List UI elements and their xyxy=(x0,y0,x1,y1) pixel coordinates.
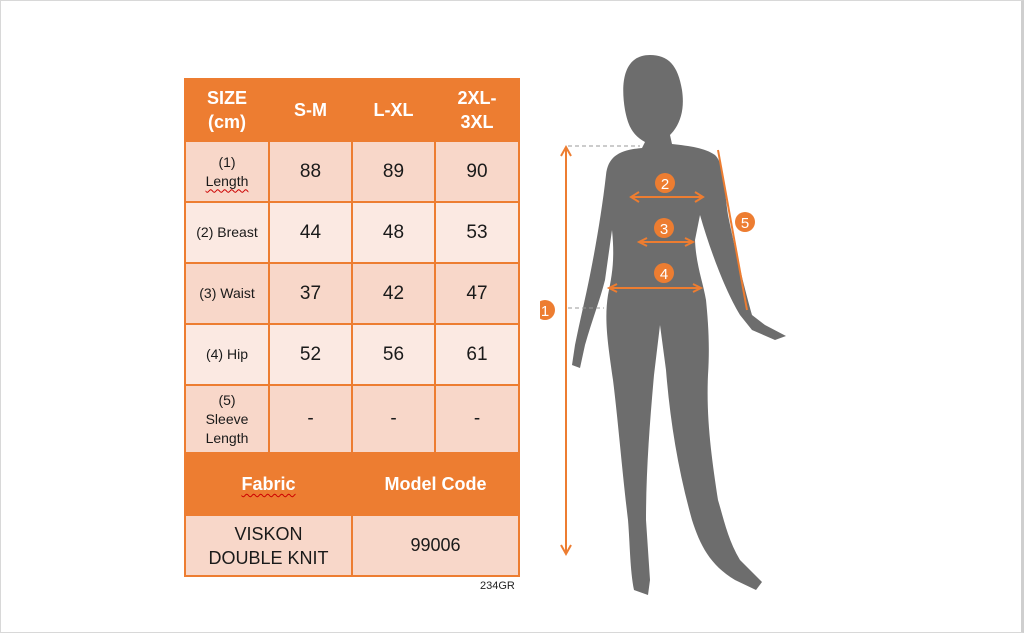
guide-lines xyxy=(568,145,640,309)
row-label: (1) Length xyxy=(184,140,270,203)
fabric-header: Fabric xyxy=(184,452,353,516)
cell: 90 xyxy=(434,140,520,203)
fabric-header-row: Fabric Model Code xyxy=(184,452,520,516)
table-row: (4) Hip 52 56 61 xyxy=(184,323,520,386)
table-header-row: SIZE (cm) S-M L-XL 2XL-3XL xyxy=(184,78,520,142)
product-code: 234GR xyxy=(480,580,515,592)
marker-1: 1 xyxy=(541,303,549,320)
measurement-markers: 1 2 3 4 5 xyxy=(540,173,755,320)
measurement-lines xyxy=(560,144,748,557)
row-label: (4) Hip xyxy=(184,323,270,386)
cell: - xyxy=(268,384,353,454)
fabric-row: VISKON DOUBLE KNIT 99006 xyxy=(184,514,520,577)
cell: 37 xyxy=(268,262,353,325)
model-code-value: 99006 xyxy=(351,514,520,577)
cell: 88 xyxy=(268,140,353,203)
cell: 47 xyxy=(434,262,520,325)
header-size: SIZE (cm) xyxy=(184,78,270,142)
marker-3: 3 xyxy=(660,221,668,238)
fabric-header-text: Fabric xyxy=(241,474,296,494)
marker-5: 5 xyxy=(741,215,749,232)
silhouette xyxy=(572,55,786,595)
model-code-header: Model Code xyxy=(351,452,520,516)
table-row: (5) Sleeve Length - - - xyxy=(184,384,520,454)
header-s-m: S-M xyxy=(268,78,353,142)
cell: 42 xyxy=(351,262,436,325)
cell: 44 xyxy=(268,201,353,264)
marker-2: 2 xyxy=(661,176,669,193)
cell: 89 xyxy=(351,140,436,203)
table-row: (2) Breast 44 48 53 xyxy=(184,201,520,264)
cell: 53 xyxy=(434,201,520,264)
row-label: (5) Sleeve Length xyxy=(184,384,270,454)
cell: - xyxy=(351,384,436,454)
body-measurement-figure: 1 2 3 4 5 xyxy=(540,55,786,595)
fabric-value: VISKON DOUBLE KNIT xyxy=(184,514,353,577)
table-row: (1) Length 88 89 90 xyxy=(184,140,520,203)
cell: 56 xyxy=(351,323,436,386)
header-2xl-3xl: 2XL-3XL xyxy=(434,78,520,142)
row-label: (2) Breast xyxy=(184,201,270,264)
table-row: (3) Waist 37 42 47 xyxy=(184,262,520,325)
marker-4: 4 xyxy=(660,266,668,283)
cell: 61 xyxy=(434,323,520,386)
cell: 48 xyxy=(351,201,436,264)
cell: - xyxy=(434,384,520,454)
cell: 52 xyxy=(268,323,353,386)
row-label: (3) Waist xyxy=(184,262,270,325)
size-chart-table: SIZE (cm) S-M L-XL 2XL-3XL (1) Length 88 … xyxy=(184,78,520,577)
header-l-xl: L-XL xyxy=(351,78,436,142)
